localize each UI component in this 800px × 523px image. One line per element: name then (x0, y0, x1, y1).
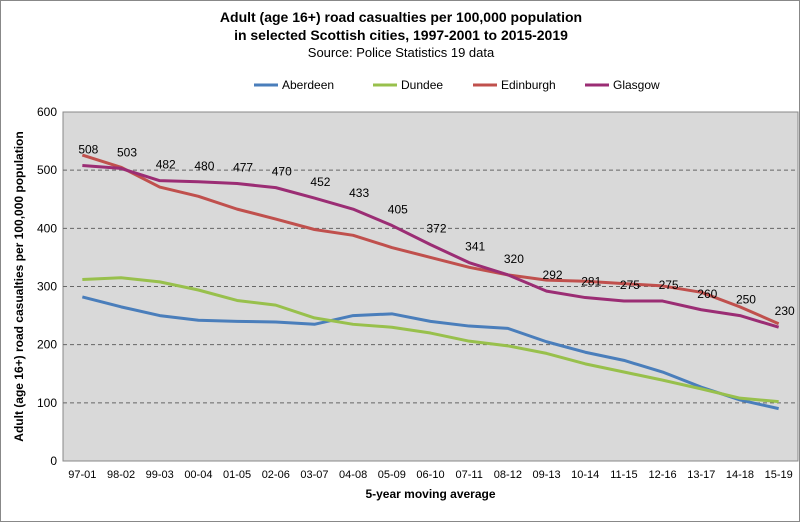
data-label: 230 (775, 304, 795, 318)
x-tick-label: 07-11 (456, 469, 483, 481)
data-label: 480 (194, 159, 214, 173)
chart-title-line2: in selected Scottish cities, 1997-2001 t… (234, 27, 568, 43)
series-line-aberdeen (81, 295, 779, 411)
data-label: 260 (697, 287, 717, 301)
y-tick-label: 600 (37, 105, 57, 119)
series-line-glasgow (82, 164, 780, 329)
x-tick-label: 04-08 (339, 469, 367, 481)
data-label: 372 (426, 222, 446, 236)
x-tick-label: 01-05 (223, 469, 251, 481)
data-label: 341 (465, 240, 485, 254)
data-label: 275 (659, 278, 679, 292)
data-label: 275 (620, 278, 640, 292)
y-tick-label: 0 (50, 454, 57, 468)
legend-label-dundee: Dundee (401, 78, 443, 92)
x-tick-label: 98-02 (107, 469, 135, 481)
x-tick-label: 06-10 (416, 469, 444, 481)
x-tick-label: 10-14 (571, 469, 599, 481)
data-label: 292 (543, 268, 563, 282)
data-label: 250 (736, 293, 756, 307)
x-tick-label: 02-06 (262, 469, 290, 481)
x-tick-label: 15-19 (765, 469, 793, 481)
data-label: 281 (581, 275, 601, 289)
x-tick-label: 99-03 (146, 469, 174, 481)
y-tick-label: 100 (37, 396, 57, 410)
y-tick-label: 200 (37, 338, 57, 352)
x-tick-label: 11-15 (610, 469, 637, 481)
x-tick-label: 13-17 (687, 469, 715, 481)
data-label: 320 (504, 252, 524, 266)
data-label: 405 (388, 202, 408, 216)
x-tick-label: 97-01 (68, 469, 96, 481)
series-line-dundee (82, 276, 779, 404)
x-axis-label: 5-year moving average (365, 487, 495, 501)
x-tick-label: 00-04 (184, 469, 212, 481)
legend-label-aberdeen: Aberdeen (282, 78, 334, 92)
legend-label-glasgow: Glasgow (613, 78, 660, 92)
x-tick-label: 05-09 (378, 469, 406, 481)
x-tick-label: 08-12 (494, 469, 522, 481)
x-tick-label: 14-18 (726, 469, 754, 481)
x-tick-label: 03-07 (300, 469, 328, 481)
data-label: 503 (117, 145, 137, 159)
y-tick-label: 500 (37, 163, 57, 177)
x-tick-label: 12-16 (649, 469, 677, 481)
y-tick-label: 400 (37, 221, 57, 235)
data-label: 508 (78, 143, 98, 157)
data-label: 482 (156, 158, 176, 172)
data-label: 433 (349, 186, 369, 200)
legend-label-edinburgh: Edinburgh (501, 78, 556, 92)
y-axis-label: Adult (age 16+) road casualties per 100,… (12, 131, 26, 441)
data-label: 477 (233, 161, 253, 175)
chart-subtitle: Source: Police Statistics 19 data (307, 45, 495, 60)
chart-title-line1: Adult (age 16+) road casualties per 100,… (219, 9, 583, 25)
y-tick-label: 300 (37, 280, 57, 294)
series-line-edinburgh (81, 153, 780, 326)
x-tick-label: 09-13 (532, 469, 560, 481)
data-label: 470 (272, 165, 292, 179)
data-label: 452 (310, 175, 330, 189)
